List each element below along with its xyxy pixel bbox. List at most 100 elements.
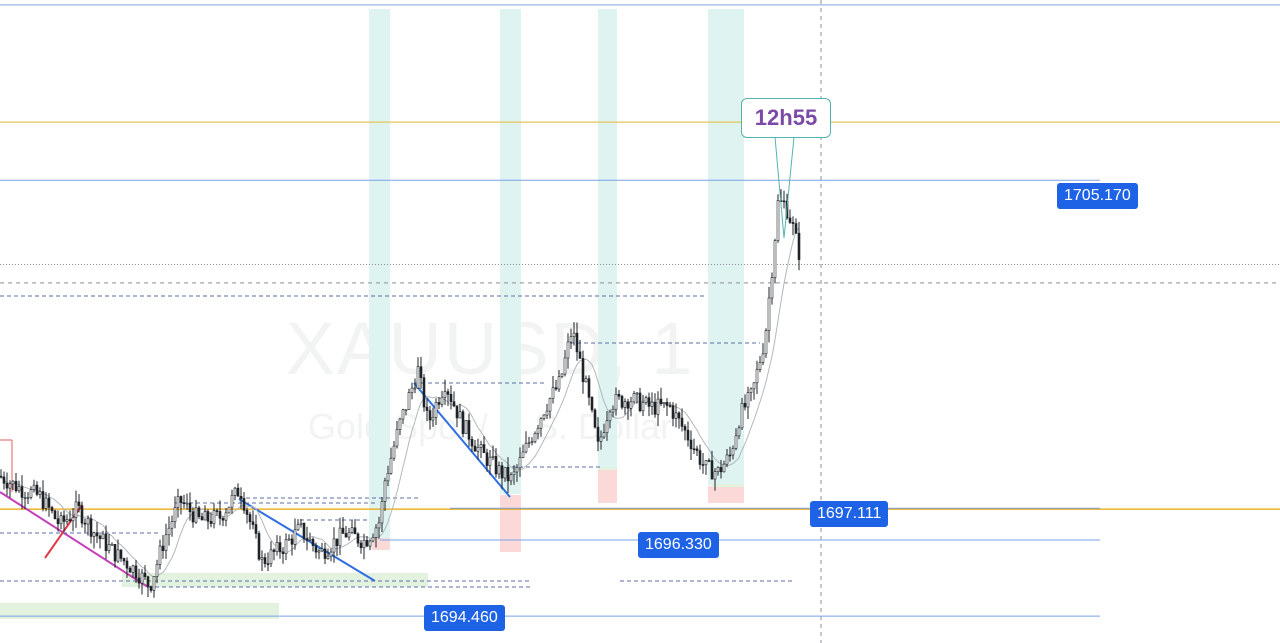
candle-body	[83, 522, 87, 525]
candle-body	[362, 539, 366, 549]
candle-body	[68, 519, 72, 522]
candle-body	[98, 535, 102, 540]
candle-body	[791, 222, 795, 224]
candle-body	[92, 532, 96, 537]
candle-body	[488, 456, 492, 466]
candle-body	[185, 502, 189, 505]
candle-body	[563, 357, 567, 375]
candle-body	[71, 517, 75, 522]
candle-body	[797, 232, 801, 260]
candle-body	[131, 565, 135, 573]
candle-body	[182, 502, 186, 504]
candle-body	[350, 527, 354, 533]
price-label-3[interactable]: 1694.460	[424, 605, 505, 631]
candle-body	[416, 366, 420, 389]
candle-body	[230, 495, 234, 508]
candle-body	[116, 549, 120, 562]
candle-body	[731, 448, 735, 456]
candle-body	[386, 472, 390, 482]
candle-body	[656, 398, 660, 415]
candle-body	[113, 544, 117, 562]
zone-12	[712, 484, 744, 487]
candle-body	[701, 464, 705, 466]
candle-body	[149, 586, 153, 591]
candle-body	[380, 501, 384, 524]
candle-body	[251, 521, 255, 525]
candle-body	[278, 542, 282, 553]
candle-body	[410, 387, 414, 393]
candle-body	[617, 394, 621, 397]
candle-body	[302, 522, 306, 539]
candle-body	[347, 532, 351, 538]
candle-body	[35, 484, 39, 495]
candle-body	[722, 463, 726, 473]
candle-body	[80, 505, 84, 524]
candle-body	[629, 401, 633, 409]
candle-body	[734, 435, 738, 449]
candle-body	[737, 427, 741, 437]
candle-body	[506, 466, 510, 482]
candle-body	[641, 402, 645, 412]
candle-body	[338, 527, 342, 547]
candle-body	[254, 524, 258, 534]
candle-body	[260, 557, 264, 560]
candle-body	[23, 497, 27, 499]
candle-body	[422, 377, 426, 408]
candle-body	[212, 510, 216, 524]
candle-body	[248, 514, 252, 523]
zone-10	[0, 603, 279, 619]
candle-body	[704, 460, 708, 466]
candle-body	[125, 560, 129, 569]
candle-body	[299, 522, 303, 525]
candle-body	[458, 411, 462, 419]
candle-body	[698, 450, 702, 465]
candle-body	[647, 397, 651, 407]
candle-body	[305, 538, 309, 541]
candle-body	[743, 402, 747, 408]
price-label-0[interactable]: 1705.170	[1057, 183, 1138, 209]
candle-body	[233, 487, 237, 496]
candle-body	[590, 397, 594, 411]
candle-body	[371, 537, 375, 542]
candle-body	[683, 426, 687, 431]
candle-body	[221, 518, 225, 521]
candle-body	[482, 444, 486, 454]
candle-body	[623, 401, 627, 408]
candle-body	[464, 420, 468, 434]
candle-body	[548, 398, 552, 412]
candle-body	[356, 533, 360, 544]
candle-body	[95, 532, 99, 537]
candle-body	[608, 411, 612, 422]
candle-body	[101, 533, 105, 540]
callout-pointer-line	[774, 136, 795, 239]
drawing-line-2	[413, 382, 511, 498]
candle-body	[518, 457, 522, 469]
candle-body	[89, 518, 93, 537]
time-annotation[interactable]: 12h55	[741, 98, 831, 138]
candle-body	[692, 448, 696, 451]
zone-3	[708, 9, 744, 485]
candle-body	[296, 524, 300, 531]
candle-body	[533, 433, 537, 442]
candle-body	[206, 511, 210, 522]
candle-layer	[0, 189, 801, 598]
candle-body	[620, 395, 624, 408]
price-label-2[interactable]: 1696.330	[638, 532, 719, 558]
candle-body	[632, 393, 636, 403]
candle-body	[2, 476, 6, 484]
candle-body	[365, 539, 369, 547]
zone-2	[598, 9, 617, 469]
candle-body	[473, 445, 477, 452]
candle-body	[281, 551, 285, 554]
zone-1	[500, 9, 521, 494]
zone-6	[598, 469, 617, 503]
candle-body	[569, 336, 573, 343]
candle-body	[527, 442, 531, 444]
candle-body	[461, 411, 465, 434]
candle-body	[134, 565, 138, 579]
price-label-1[interactable]: 1697.111	[810, 501, 889, 527]
candle-body	[173, 507, 177, 522]
candle-body	[671, 405, 675, 419]
